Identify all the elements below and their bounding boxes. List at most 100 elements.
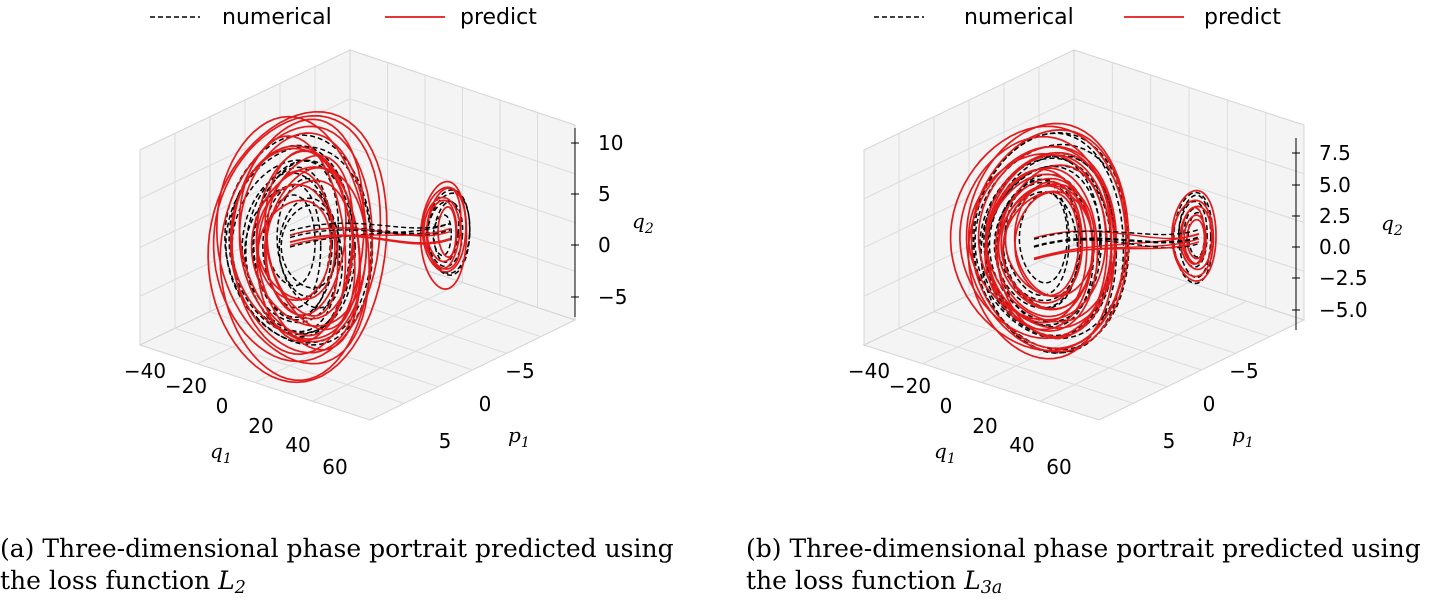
- chart-b-svg: 7.5 5.0 2.5 0.0 −2.5 −5.0 −40−20 0 20 40 60 −5 0 5 q1 p…: [848, 5, 1403, 479]
- predict-trajectory: [256, 154, 354, 343]
- numerical-trajectory: [988, 165, 1102, 323]
- predict-trajectory: [985, 154, 1113, 338]
- legend-numerical-label: numerical: [222, 5, 332, 30]
- predict-trajectory: [984, 173, 1094, 331]
- trajectory-group: [207, 110, 471, 384]
- legend: numerical predict: [150, 5, 537, 30]
- y-tick-label: 0: [479, 392, 492, 416]
- predict-trajectory: [949, 125, 1127, 352]
- x-tick-label: −40: [124, 359, 166, 383]
- grid-line: [254, 282, 463, 383]
- predict-trajectory: [207, 110, 388, 384]
- numerical-trajectory: [1002, 191, 1079, 310]
- z-tick-label: 7.5: [1319, 141, 1351, 165]
- predict-trajectory: [1000, 184, 1083, 304]
- x-tick-label: 60: [322, 455, 347, 479]
- y-tick-label: 0: [1203, 392, 1216, 416]
- predict-trajectory: [219, 125, 374, 382]
- numerical-trajectory: [289, 229, 451, 239]
- grid-line: [1040, 300, 1247, 402]
- caption-a: (a) Three-dimensional phase portrait pre…: [0, 534, 674, 598]
- predict-trajectory: [967, 145, 1116, 360]
- y-tick-label: −5: [1229, 359, 1258, 383]
- predict-trajectory: [977, 145, 1118, 329]
- z-tick-label: 5.0: [1319, 173, 1351, 197]
- x-tick-label: 40: [285, 433, 310, 457]
- numerical-trajectory: [253, 160, 340, 319]
- predict-trajectory: [212, 114, 382, 363]
- y-axis-label: p1: [1232, 423, 1254, 451]
- z-axis-label: q2: [1381, 211, 1403, 239]
- z-tick-label: 5: [598, 182, 611, 206]
- x-tick-label: 20: [972, 414, 997, 438]
- predict-trajectory: [421, 186, 467, 273]
- numerical-trajectory: [974, 143, 1129, 340]
- numerical-trajectory: [278, 197, 343, 309]
- trajectory-group: [949, 122, 1217, 360]
- predict-trajectory: [1033, 230, 1200, 240]
- caption-b: (b) Three-dimensional phase portrait pre…: [746, 534, 1421, 598]
- x-tick-label: 20: [248, 414, 273, 438]
- y-tick-label: 5: [439, 429, 452, 453]
- predict-trajectory: [965, 122, 1130, 353]
- predict-trajectory: [238, 135, 347, 337]
- y-axis-label: p1: [508, 423, 530, 451]
- x-tick-label: 0: [216, 394, 229, 418]
- x-axis-label: q1: [210, 439, 232, 467]
- panel-a: 10 5 0 −5 −40 −20 0 20 40 60 −5 0 5 q1 p1 q2 numerical pr…: [0, 0, 723, 599]
- predict-trajectory: [289, 235, 451, 245]
- z-tick-label: 2.5: [1319, 204, 1351, 228]
- caption-a-math: L2: [218, 566, 246, 598]
- predict-trajectory: [1033, 241, 1200, 260]
- numerical-trajectory: [1018, 191, 1068, 284]
- legend-numerical-label: numerical: [964, 5, 1074, 30]
- x-tick-label: −20: [165, 374, 207, 398]
- predict-trajectory: [1183, 214, 1207, 265]
- predict-trajectory: [231, 118, 366, 356]
- grid-line: [981, 282, 1190, 383]
- predict-trajectory: [959, 135, 1113, 340]
- legend-predict-label: predict: [460, 5, 537, 30]
- predict-trajectory: [229, 145, 361, 354]
- numerical-trajectory: [426, 189, 471, 276]
- numerical-trajectory: [265, 194, 316, 287]
- z-axis-label: q2: [632, 209, 654, 237]
- numerical-trajectory: [972, 132, 1125, 354]
- predict-trajectory: [425, 187, 462, 270]
- numerical-trajectory: [289, 222, 451, 232]
- predict-trajectory: [997, 184, 1094, 311]
- predict-trajectory: [289, 227, 451, 246]
- z-tick-label: 0.0: [1319, 235, 1351, 259]
- grid-line: [922, 263, 1132, 365]
- numerical-trajectory: [1033, 228, 1200, 240]
- grid-line: [863, 98, 1305, 200]
- x-tick-label: 40: [1009, 433, 1034, 457]
- predict-trajectory: [1013, 180, 1084, 297]
- x-tick-label: 0: [940, 394, 953, 418]
- predict-trajectory: [1180, 206, 1206, 265]
- x-tick-label: 60: [1046, 455, 1071, 479]
- z-tick-label: 0: [598, 233, 611, 257]
- grid-line: [139, 98, 576, 200]
- legend-predict-label: predict: [1204, 5, 1281, 30]
- y-tick-label: 5: [1163, 429, 1176, 453]
- z-tick-label: −2.5: [1319, 266, 1368, 290]
- predict-trajectory: [1171, 189, 1217, 282]
- x-axis-label: q1: [934, 439, 956, 467]
- numerical-trajectory: [289, 223, 451, 248]
- caption-b-math: L3a: [964, 566, 1003, 598]
- grid-group: [862, 49, 1306, 421]
- numerical-trajectory: [276, 177, 332, 298]
- numerical-trajectory: [280, 204, 338, 289]
- grid-line: [863, 195, 1305, 297]
- numerical-trajectory: [228, 144, 355, 336]
- x-tick-label: −20: [889, 374, 931, 398]
- panel-b: 7.5 5.0 2.5 0.0 −2.5 −5.0 −40 −20 0 20 40 60 −5 0 5 q1 p…: [724, 0, 1447, 599]
- grid-line: [312, 300, 519, 402]
- legend: numerical predict: [874, 5, 1281, 30]
- numerical-trajectory: [1187, 211, 1206, 258]
- predict-trajectory: [215, 115, 371, 365]
- x-tick-label: −40: [848, 359, 890, 383]
- chart-a-svg: 10 5 0 −5 −40−20 0 20 40 60 −5 0 5 q1 p1 q2 numerical pr…: [124, 5, 654, 479]
- numerical-trajectory: [433, 200, 460, 263]
